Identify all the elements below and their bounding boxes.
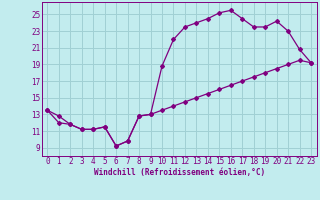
X-axis label: Windchill (Refroidissement éolien,°C): Windchill (Refroidissement éolien,°C) [94, 168, 265, 177]
